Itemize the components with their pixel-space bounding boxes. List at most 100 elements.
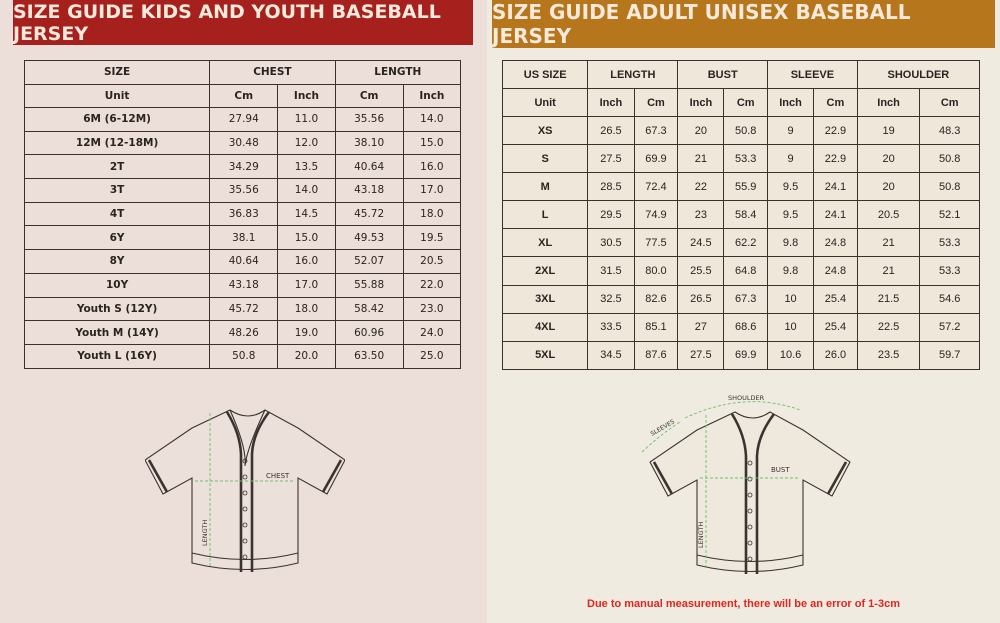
size-cell: 3T [23, 178, 211, 203]
value-cell: 34.5 [587, 340, 635, 370]
bust-label: BUST [771, 466, 790, 474]
value-cell: 23.0 [402, 296, 462, 322]
size-cell: 2T [23, 154, 211, 180]
value-cell: 16.0 [402, 154, 462, 180]
adult-jersey-diagram: SHOULDER SLEEVES BUST LENGTH [641, 394, 851, 574]
unit-label: Unit [501, 88, 589, 117]
value-cell: 27.5 [587, 144, 635, 174]
value-cell: 24.1 [813, 200, 858, 230]
value-cell: 48.26 [209, 320, 279, 345]
value-cell: 80.0 [633, 256, 679, 286]
value-cell: 26.5 [587, 115, 635, 146]
value-cell: 53.3 [919, 228, 980, 258]
value-cell: 20.0 [277, 343, 336, 369]
value-cell: 48.3 [919, 115, 980, 146]
value-cell: 22.9 [813, 115, 858, 146]
measure-lines [195, 413, 295, 568]
value-cell: 52.07 [334, 249, 404, 274]
kids-panel: SIZE GUIDE KIDS AND YOUTH BASEBALL JERSE… [0, 0, 487, 623]
value-cell: 50.8 [919, 144, 980, 174]
value-cell: 82.6 [633, 284, 679, 314]
unit-inch: Inch [677, 88, 725, 117]
jersey-outline [649, 411, 851, 572]
value-cell: 19.5 [402, 225, 462, 251]
value-cell: 52.1 [919, 200, 980, 230]
value-cell: 38.10 [334, 130, 404, 156]
value-cell: 40.64 [334, 154, 404, 180]
table-row: 3T 35.56 14.0 43.18 17.0 [23, 178, 462, 203]
value-cell: 21 [856, 228, 921, 258]
chest-label: CHEST [266, 472, 290, 480]
size-cell: 3XL [501, 284, 589, 314]
value-cell: 64.8 [723, 256, 769, 286]
table-row: Youth S (12Y) 45.72 18.0 58.42 23.0 [23, 296, 462, 322]
value-cell: 19.0 [277, 320, 336, 345]
value-cell: 31.5 [587, 256, 635, 286]
value-cell: 9.5 [767, 200, 815, 230]
jersey-outline [145, 409, 345, 570]
value-cell: 9.8 [767, 228, 815, 258]
placket-trim [147, 411, 343, 572]
table-row: S 27.5 69.9 21 53.3 9 22.9 20 50.8 [501, 144, 980, 174]
value-cell: 62.2 [723, 228, 769, 258]
value-cell: 10 [767, 312, 815, 342]
table-row: L 29.5 74.9 23 58.4 9.5 24.1 20.5 52.1 [501, 200, 980, 230]
value-cell: 45.72 [209, 296, 279, 322]
value-cell: 21.5 [856, 284, 921, 314]
size-cell: XL [501, 228, 589, 258]
value-cell: 11.0 [277, 107, 336, 132]
value-cell: 17.0 [402, 178, 462, 203]
value-cell: 20 [856, 144, 921, 174]
value-cell: 45.72 [334, 201, 404, 227]
table-row: 2XL 31.5 80.0 25.5 64.8 9.8 24.8 21 53.3 [501, 256, 980, 286]
unit-cm: Cm [813, 88, 858, 117]
value-cell: 22.5 [856, 312, 921, 342]
value-cell: 26.0 [813, 340, 858, 370]
value-cell: 38.1 [209, 225, 279, 251]
unit-inch: Inch [856, 88, 921, 117]
value-cell: 12.0 [277, 130, 336, 156]
value-cell: 32.5 [587, 284, 635, 314]
unit-cm: Cm [633, 88, 679, 117]
value-cell: 25.0 [402, 343, 462, 369]
value-cell: 9 [767, 144, 815, 174]
unit-cm: Cm [209, 83, 279, 108]
header-us-size: US SIZE [501, 60, 589, 89]
value-cell: 16.0 [277, 249, 336, 274]
value-cell: 43.18 [334, 178, 404, 203]
size-cell: 12M (12-18M) [23, 130, 211, 156]
unit-cm: Cm [334, 83, 404, 108]
value-cell: 23 [677, 200, 725, 230]
size-cell: 6Y [23, 225, 211, 251]
header-bust: BUST [677, 60, 769, 89]
value-cell: 25.4 [813, 284, 858, 314]
value-cell: 22.9 [813, 144, 858, 174]
size-cell: 4T [23, 201, 211, 227]
value-cell: 21 [856, 256, 921, 286]
table-row: XL 30.5 77.5 24.5 62.2 9.8 24.8 21 53.3 [501, 228, 980, 258]
table-row: 4XL 33.5 85.1 27 68.6 10 25.4 22.5 57.2 [501, 312, 980, 342]
header-sleeve: SLEEVE [767, 60, 858, 89]
value-cell: 14.0 [402, 107, 462, 132]
value-cell: 27 [677, 312, 725, 342]
value-cell: 10 [767, 284, 815, 314]
value-cell: 9.5 [767, 172, 815, 202]
value-cell: 20 [677, 115, 725, 146]
value-cell: 40.64 [209, 249, 279, 274]
value-cell: 24.5 [677, 228, 725, 258]
value-cell: 60.96 [334, 320, 404, 345]
value-cell: 22.0 [402, 272, 462, 298]
header-length: LENGTH [587, 60, 679, 89]
value-cell: 14.0 [277, 178, 336, 203]
size-cell: 10Y [23, 272, 211, 298]
size-cell: L [501, 200, 589, 230]
kids-jersey-diagram: CHEST LENGTH [145, 409, 345, 572]
value-cell: 20 [856, 172, 921, 202]
value-cell: 18.0 [402, 201, 462, 227]
value-cell: 50.8 [919, 172, 980, 202]
value-cell: 24.0 [402, 320, 462, 345]
value-cell: 14.5 [277, 201, 336, 227]
value-cell: 36.83 [209, 201, 279, 227]
size-cell: 4XL [501, 312, 589, 342]
value-cell: 58.4 [723, 200, 769, 230]
